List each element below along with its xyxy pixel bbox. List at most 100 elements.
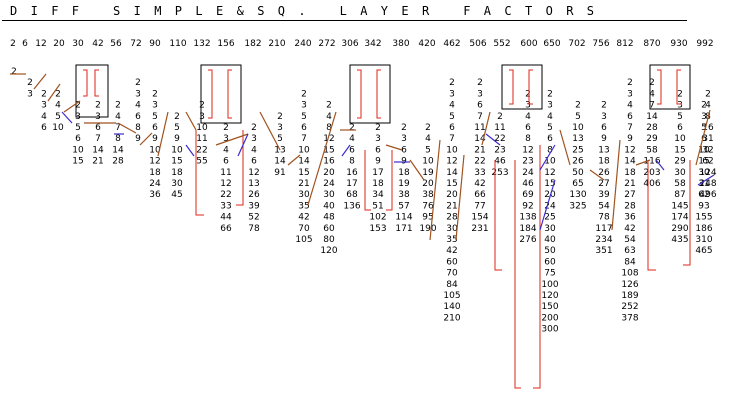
factor-value: 7 [301, 134, 307, 144]
brown-connector [259, 111, 281, 151]
factor-value: 6 [301, 123, 307, 133]
factor-value: 36 [624, 213, 636, 223]
factor-value: 3 [223, 134, 229, 144]
factor-value: 3 [547, 101, 553, 111]
brown-connector [157, 111, 169, 157]
red-bracket [364, 150, 371, 211]
factor-value: 248 [699, 179, 716, 189]
red-bracket [376, 69, 381, 119]
factor-value: 30 [674, 168, 686, 178]
factor-value: 21 [446, 201, 457, 211]
square-box [349, 64, 391, 124]
factor-value: 93 [698, 201, 709, 211]
factor-value: 150 [541, 302, 558, 312]
factor-value: 4 [705, 101, 711, 111]
factor-value: 7 [649, 101, 655, 111]
factor-value: 75 [544, 269, 555, 279]
factor-value: 22 [220, 190, 231, 200]
factor-value: 2 [601, 101, 607, 111]
factor-value: 6 [449, 123, 455, 133]
factor-value: 9 [375, 157, 381, 167]
header-number: 756 [592, 39, 609, 49]
blue-connector [655, 159, 665, 171]
factor-value: 14 [474, 134, 486, 144]
title-letter: F [71, 4, 80, 18]
factor-value: 465 [695, 246, 712, 256]
factor-value: 2 [477, 78, 483, 88]
brown-connector [385, 144, 403, 151]
brown-connector [611, 139, 621, 231]
factor-value: 5 [425, 145, 431, 155]
red-bracket [227, 69, 232, 119]
factor-value: 2 [41, 89, 47, 99]
factor-value: 6 [701, 134, 707, 144]
factor-value: 290 [671, 224, 688, 234]
factor-value: 117 [595, 224, 612, 234]
factor-value: 68 [346, 190, 358, 200]
factor-value: 10 [298, 145, 310, 155]
factor-value: 8 [547, 145, 553, 155]
factor-value: 31 [702, 134, 713, 144]
red-bracket [514, 160, 521, 389]
factor-value: 4 [449, 101, 455, 111]
factor-value: 189 [621, 291, 638, 301]
brown-connector [559, 129, 571, 166]
blue-connector [237, 133, 249, 157]
factor-value: 5 [277, 134, 283, 144]
title-underline [2, 20, 687, 21]
factor-value: 105 [443, 291, 460, 301]
factor-value: 184 [519, 224, 536, 234]
factor-value: 12 [248, 168, 259, 178]
factor-value: 2 [115, 101, 121, 111]
title-letter: T [525, 4, 533, 18]
factor-value: 70 [298, 224, 310, 234]
factor-value: 2 [277, 112, 283, 122]
factor-value: 10 [171, 145, 183, 155]
factor-value: 14 [646, 112, 658, 122]
factor-value: 14 [92, 145, 104, 155]
factor-value: 140 [443, 302, 460, 312]
factor-value: 42 [474, 179, 485, 189]
header-number: 182 [244, 39, 261, 49]
header-number: 600 [520, 39, 537, 49]
red-bracket [386, 150, 393, 211]
factor-value: 21 [624, 179, 635, 189]
factor-value: 4 [349, 134, 355, 144]
factor-value: 30 [323, 190, 335, 200]
header-number: 110 [169, 39, 186, 49]
factor-value: 22 [474, 157, 485, 167]
factor-value: 11 [494, 123, 505, 133]
square-box [75, 64, 109, 118]
factor-value: 34 [372, 190, 384, 200]
factor-value: 20 [422, 179, 434, 189]
factor-value: 26 [572, 157, 584, 167]
factor-value: 14 [624, 157, 636, 167]
factor-value: 5 [75, 123, 81, 133]
factor-value: 28 [446, 213, 458, 223]
factor-value: 20 [323, 168, 335, 178]
red-bracket [533, 145, 541, 389]
header-number: 506 [469, 39, 486, 49]
factor-value: 2 [95, 101, 101, 111]
title-letter: A [360, 4, 368, 18]
factor-value: 7 [477, 112, 483, 122]
factor-value: 10 [572, 123, 584, 133]
factor-value: 153 [369, 224, 386, 234]
factor-value: 11 [196, 134, 207, 144]
factor-value: 2 [349, 123, 355, 133]
factor-value: 2 [152, 89, 158, 99]
blue-connector [341, 144, 351, 157]
factor-value: 174 [671, 213, 688, 223]
header-number: 380 [392, 39, 409, 49]
factor-value: 15 [298, 168, 309, 178]
factor-value: 6 [41, 123, 47, 133]
factor-value: 26 [248, 190, 260, 200]
factor-value: 12 [220, 179, 231, 189]
factor-value: 42 [298, 213, 309, 223]
factor-value: 18 [149, 168, 161, 178]
factor-value: 78 [598, 213, 610, 223]
factor-value: 5 [174, 123, 180, 133]
factor-value: 13 [572, 134, 583, 144]
factor-value: 32 [702, 145, 713, 155]
